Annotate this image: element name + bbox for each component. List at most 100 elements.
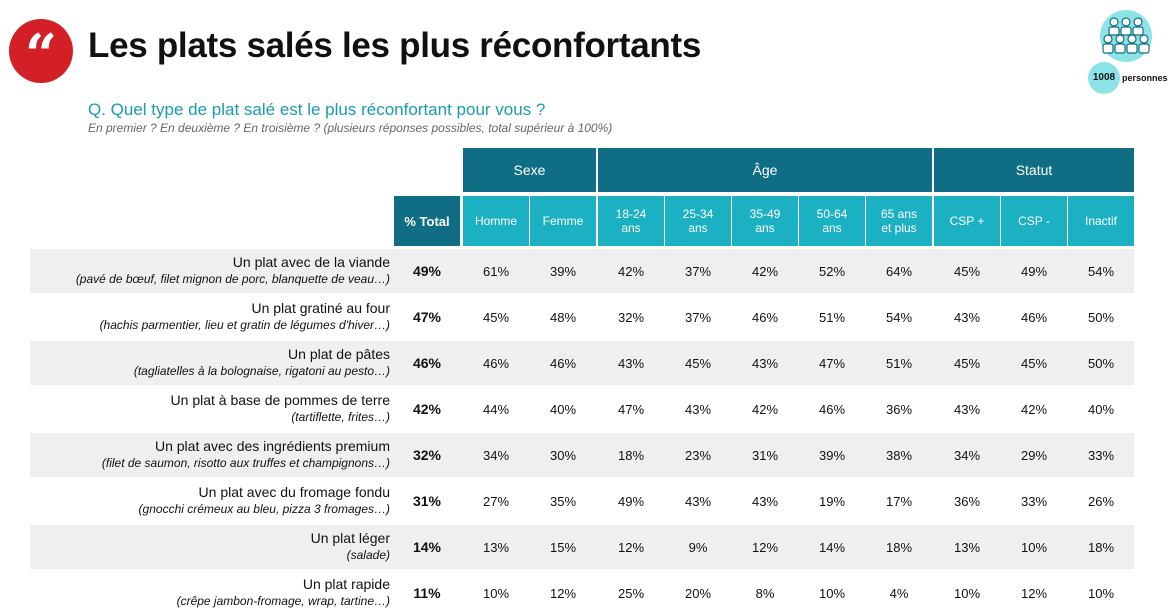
- row-title: Un plat avec des ingrédients premium: [154, 438, 390, 454]
- cell-value: 45%: [953, 355, 981, 371]
- cell-value: 42%: [1020, 401, 1048, 417]
- cell-total: 49%: [412, 263, 442, 279]
- cell-value: 40%: [549, 401, 577, 417]
- cell-value: 35%: [549, 493, 577, 509]
- cell-value: 47%: [617, 401, 645, 417]
- cell-value: 46%: [549, 355, 577, 371]
- cell-value: 29%: [1020, 447, 1048, 463]
- cell-value: 42%: [751, 263, 779, 279]
- cell-value: 23%: [684, 447, 712, 463]
- cell-value: 54%: [1087, 263, 1115, 279]
- cell-value: 36%: [953, 493, 981, 509]
- cell-value: 40%: [1087, 401, 1115, 417]
- header-total: % Total: [394, 196, 460, 246]
- cell-value: 17%: [885, 493, 913, 509]
- cell-value: 43%: [684, 493, 712, 509]
- cell-value: 34%: [953, 447, 981, 463]
- row-label: Un plat avec du fromage fondu (gnocchi cr…: [139, 483, 390, 517]
- cell-value: 49%: [1020, 263, 1048, 279]
- page-title: Les plats salés les plus réconfortants: [88, 26, 701, 65]
- cell-value: 46%: [751, 309, 779, 325]
- cell-value: 12%: [1020, 585, 1048, 601]
- question-text: Q. Quel type de plat salé est le plus ré…: [88, 100, 546, 119]
- row-detail: (hachis parmentier, lieu et gratin de lé…: [99, 318, 390, 332]
- cell-value: 25%: [617, 585, 645, 601]
- row-detail: (pavé de bœuf, filet mignon de porc, bla…: [75, 272, 390, 286]
- cell-value: 30%: [549, 447, 577, 463]
- cell-value: 43%: [617, 355, 645, 371]
- table-row: Un plat avec des ingrédients premium (fil…: [30, 433, 1134, 477]
- row-detail: (tartiflette, frites…): [291, 410, 390, 424]
- cell-value: 37%: [684, 309, 712, 325]
- cell-value: 18%: [885, 539, 913, 555]
- cell-value: 43%: [751, 493, 779, 509]
- cell-total: 14%: [412, 539, 442, 555]
- row-detail: (salade): [346, 548, 390, 562]
- cell-value: 39%: [818, 447, 846, 463]
- cell-total: 47%: [412, 309, 442, 325]
- sample-label: personnes: [1122, 73, 1168, 83]
- cell-value: 10%: [482, 585, 510, 601]
- cell-total: 32%: [412, 447, 442, 463]
- header-column-4: 35-49 ans: [732, 196, 798, 246]
- cell-value: 19%: [818, 493, 846, 509]
- cell-value: 13%: [482, 539, 510, 555]
- header-column-7: CSP +: [934, 196, 1000, 246]
- badge-count-circle: [1088, 62, 1120, 94]
- cell-value: 46%: [482, 355, 510, 371]
- cell-value: 12%: [549, 585, 577, 601]
- row-title: Un plat gratiné au four: [251, 300, 390, 316]
- header-column-9: Inactif: [1068, 196, 1134, 246]
- cell-value: 10%: [1087, 585, 1115, 601]
- cell-value: 32%: [617, 309, 645, 325]
- table-row: Un plat rapide (crêpe jambon-fromage, wra…: [30, 571, 1134, 615]
- cell-value: 31%: [751, 447, 779, 463]
- header-column-3: 25-34 ans: [665, 196, 731, 246]
- row-detail: (filet de saumon, risotto aux truffes et…: [101, 456, 390, 470]
- cell-value: 45%: [684, 355, 712, 371]
- cell-value: 45%: [953, 263, 981, 279]
- cell-value: 46%: [818, 401, 846, 417]
- cell-value: 46%: [1020, 309, 1048, 325]
- row-title: Un plat léger: [310, 530, 390, 546]
- row-label: Un plat avec de la viande (pavé de bœuf, …: [76, 253, 390, 287]
- cell-value: 37%: [684, 263, 712, 279]
- cell-value: 51%: [885, 355, 913, 371]
- header-column-5: 50-64 ans: [799, 196, 865, 246]
- cell-value: 4%: [889, 585, 909, 601]
- cell-value: 10%: [818, 585, 846, 601]
- cell-value: 10%: [1020, 539, 1048, 555]
- row-label: Un plat léger (salade): [311, 529, 390, 563]
- cell-value: 45%: [1020, 355, 1048, 371]
- sample-count: 1008: [1092, 72, 1116, 83]
- table-row: Un plat avec du fromage fondu (gnocchi cr…: [30, 479, 1134, 523]
- cell-value: 51%: [818, 309, 846, 325]
- cell-value: 48%: [549, 309, 577, 325]
- cell-value: 12%: [617, 539, 645, 555]
- cell-total: 11%: [413, 585, 441, 601]
- cell-value: 42%: [751, 401, 779, 417]
- row-detail: (tagliatelles à la bolognaise, rigatoni …: [133, 364, 390, 378]
- cell-value: 38%: [885, 447, 913, 463]
- cell-value: 47%: [818, 355, 846, 371]
- cell-value: 39%: [549, 263, 577, 279]
- cell-value: 45%: [482, 309, 510, 325]
- header-group-1: Âge: [598, 148, 932, 192]
- cell-value: 50%: [1087, 309, 1115, 325]
- cell-value: 52%: [818, 263, 846, 279]
- cell-value: 42%: [617, 263, 645, 279]
- header-column-2: 18-24 ans: [598, 196, 664, 246]
- cell-total: 31%: [412, 493, 442, 509]
- cell-value: 43%: [751, 355, 779, 371]
- people-group-icon: [1102, 17, 1150, 54]
- row-label: Un plat à base de pommes de terre (tartif…: [171, 391, 390, 425]
- cell-value: 43%: [684, 401, 712, 417]
- cell-value: 8%: [755, 585, 775, 601]
- cell-value: 43%: [953, 309, 981, 325]
- header-column-8: CSP -: [1001, 196, 1067, 246]
- cell-value: 13%: [953, 539, 981, 555]
- cell-value: 27%: [482, 493, 510, 509]
- table-row: Un plat de pâtes (tagliatelles à la bolog…: [30, 341, 1134, 385]
- table-row: Un plat gratiné au four (hachis parmentie…: [30, 295, 1134, 339]
- cell-value: 14%: [818, 539, 846, 555]
